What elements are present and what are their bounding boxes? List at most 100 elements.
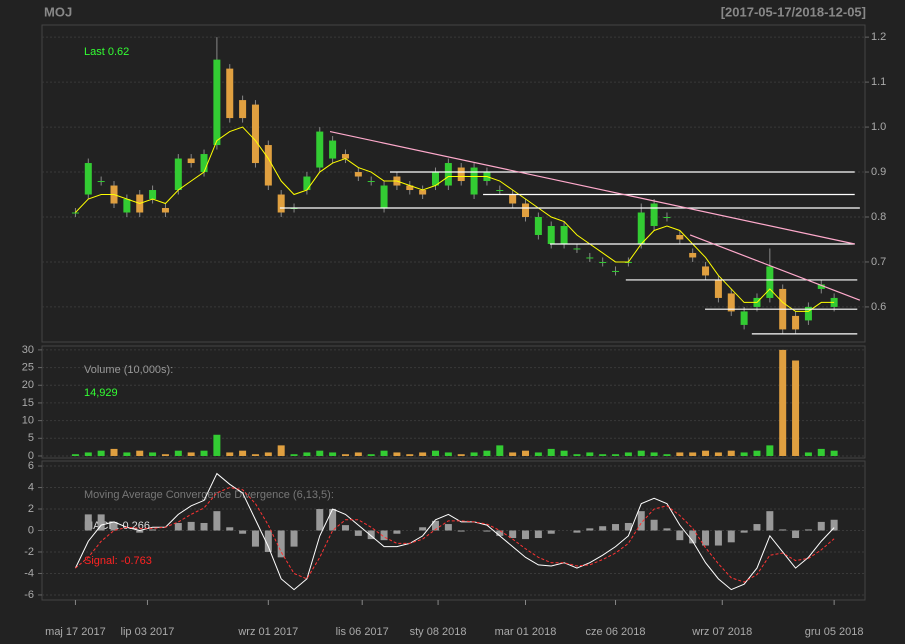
candle-body <box>97 181 105 183</box>
volume-bar <box>470 452 478 456</box>
histogram-bar <box>483 530 491 532</box>
histogram-bar <box>496 530 504 536</box>
y-tick-label: 0 <box>28 524 34 536</box>
volume-bar <box>367 454 375 456</box>
macd-line <box>75 487 835 583</box>
histogram-bar <box>251 530 259 547</box>
candle-body <box>200 154 208 173</box>
candle-body <box>71 212 79 214</box>
panel-frame <box>41 24 866 343</box>
volume-bar <box>483 450 491 456</box>
histogram-bar <box>727 530 735 543</box>
volume-bar <box>804 452 812 456</box>
volume-bar <box>123 452 131 456</box>
volume-bar <box>341 454 349 456</box>
volume-bar <box>161 454 169 456</box>
histogram-bar <box>457 530 465 532</box>
histogram-bar <box>676 530 684 541</box>
candle-body <box>226 68 234 119</box>
histogram-bar <box>522 530 530 540</box>
candle-body <box>329 140 337 159</box>
candle-body <box>303 176 311 191</box>
y-tick-label: 15 <box>22 397 34 409</box>
y-tick-label: 0.7 <box>871 256 886 268</box>
y-tick-label: 30 <box>22 344 34 356</box>
candle-body <box>149 190 157 200</box>
histogram-bar <box>650 519 658 531</box>
candle-body <box>239 100 247 119</box>
y-tick-label: 4 <box>28 481 34 493</box>
volume-bar <box>329 452 337 456</box>
histogram-bar <box>187 521 195 531</box>
y-tick-label: 10 <box>22 415 34 427</box>
x-tick-label: lis 06 2017 <box>336 626 389 638</box>
x-tick-label: cze 06 2018 <box>586 626 646 638</box>
histogram-bar <box>792 530 800 539</box>
volume-bar <box>303 452 311 456</box>
histogram-bar <box>586 528 594 531</box>
histogram-bar <box>779 529 787 531</box>
histogram-bar <box>702 530 710 546</box>
volume-bar <box>637 450 645 456</box>
candle-body <box>264 145 272 186</box>
histogram-bar <box>612 524 620 531</box>
volume-bar <box>586 452 594 456</box>
volume-bar <box>200 450 208 456</box>
candle-body <box>676 234 684 240</box>
histogram-bar <box>136 530 144 533</box>
y-tick-label: 0 <box>28 450 34 462</box>
histogram-bar <box>341 525 349 531</box>
histogram-bar <box>573 530 581 533</box>
candle-body <box>740 311 748 325</box>
candle-body <box>367 181 375 183</box>
histogram-bar <box>277 530 285 558</box>
volume-bar <box>174 450 182 456</box>
volume-bar <box>522 450 530 456</box>
volume-bar <box>277 445 285 456</box>
volume-bar <box>624 452 632 456</box>
candle-body <box>380 185 388 209</box>
candle-body <box>496 190 504 192</box>
histogram-bar <box>714 530 722 546</box>
last-label: Last 0.62 <box>84 46 129 58</box>
volume-bar <box>599 454 607 456</box>
y-tick-label: 1.1 <box>871 76 886 88</box>
candle-body <box>174 158 182 191</box>
histogram-bar <box>149 529 157 531</box>
panel-frame <box>41 345 866 459</box>
candle-body <box>316 131 324 168</box>
y-tick-label: 25 <box>22 361 34 373</box>
y-tick-label: 1.0 <box>871 121 886 133</box>
candle-body <box>509 194 517 204</box>
candle-body <box>702 266 710 276</box>
histogram-bar <box>534 530 542 539</box>
volume-bar <box>97 450 105 456</box>
candle-body <box>187 158 195 164</box>
histogram-bar <box>174 522 182 531</box>
moving-average <box>75 126 835 312</box>
histogram-bar <box>830 519 838 531</box>
volume-bar <box>702 450 710 456</box>
histogram-bar <box>380 530 388 541</box>
volume-bar <box>406 454 414 456</box>
candle-body <box>547 225 555 244</box>
candle-body <box>650 203 658 226</box>
histogram-bar <box>226 527 234 531</box>
histogram-bar <box>239 530 247 534</box>
histogram-bar <box>431 520 439 531</box>
candle-body <box>213 59 221 146</box>
candle-body <box>727 293 735 312</box>
histogram-bar <box>97 514 105 531</box>
candle-body <box>714 279 722 298</box>
volume-bar <box>457 454 465 456</box>
volume-bar <box>431 450 439 456</box>
histogram-bar <box>547 530 555 534</box>
volume-bar <box>534 452 542 456</box>
volume-bar <box>792 360 800 456</box>
volume-bar <box>226 452 234 456</box>
histogram-bar <box>753 524 761 531</box>
y-tick-label: 1.2 <box>871 31 886 43</box>
histogram-bar <box>316 509 324 531</box>
volume-bar <box>766 445 774 456</box>
